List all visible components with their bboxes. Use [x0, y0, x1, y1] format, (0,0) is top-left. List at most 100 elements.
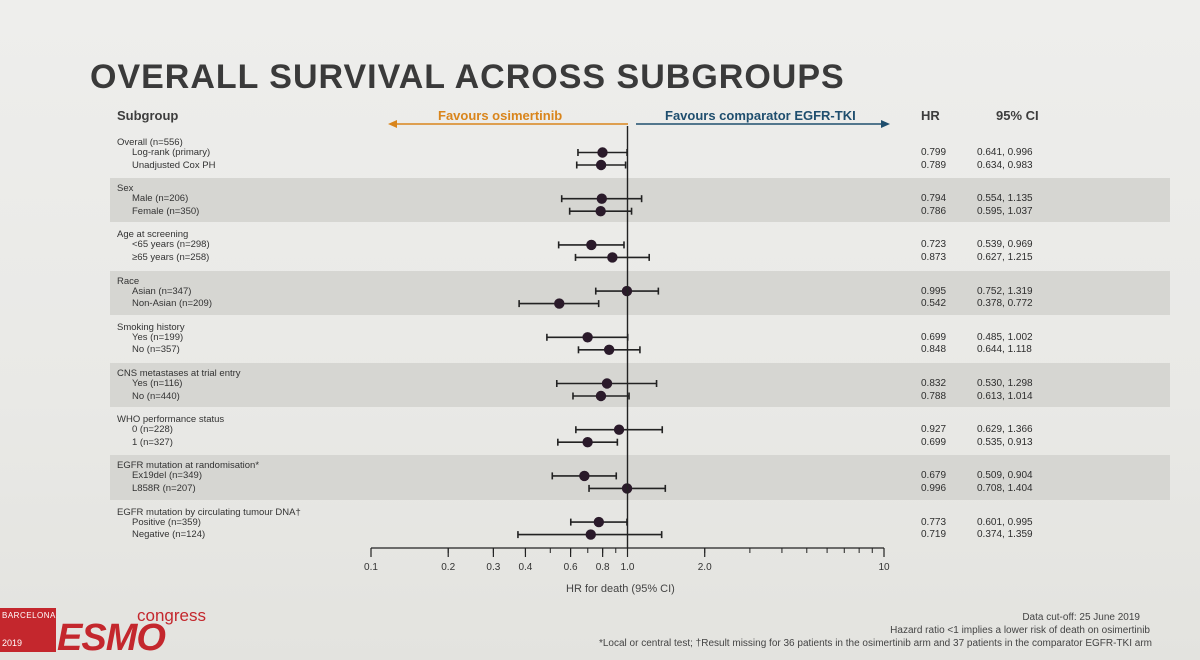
group-label: WHO performance status [117, 414, 225, 426]
subgroup-label: Log-rank (primary) [132, 147, 211, 158]
shaded-band [110, 363, 1170, 408]
footnote-hazard-ratio: Hazard ratio <1 implies a lower risk of … [890, 625, 1150, 636]
subgroup-label: Yes (n=116) [132, 378, 183, 389]
hr-point [579, 470, 590, 482]
subgroup-label: <65 years (n=298) [132, 239, 210, 251]
hr-value: 0.699 [921, 436, 947, 448]
x-tick-label: 1.0 [621, 562, 635, 573]
ci-value: 0.485, 1.002 [977, 331, 1033, 343]
congress-logo-word: congress [137, 606, 206, 625]
x-tick-label: 0.4 [518, 562, 532, 573]
group-label: Age at screening [117, 229, 189, 241]
hr-value: 0.789 [921, 159, 947, 171]
ci-value: 0.535, 0.913 [977, 436, 1033, 448]
subgroup-label: No (n=440) [132, 390, 180, 402]
hr-value: 0.699 [921, 331, 947, 343]
subgroup-header: Subgroup [117, 108, 179, 123]
hr-point [601, 378, 613, 389]
subgroup-label: Non-Asian (n=209) [132, 298, 213, 310]
hr-value: 0.719 [921, 529, 947, 541]
ci-value: 0.708, 1.404 [977, 482, 1033, 494]
x-tick-label: 2.0 [698, 562, 712, 573]
hr-value: 0.848 [921, 344, 947, 356]
hr-point [585, 529, 596, 540]
group-label: Sex [117, 183, 134, 195]
esmo-logo: ESMO [57, 617, 166, 659]
subgroup-label: Yes (n=199) [132, 331, 184, 343]
hr-value: 0.794 [921, 193, 947, 205]
footnote-missing: *Local or central test; †Result missing … [598, 638, 1152, 649]
subgroup-label: Positive (n=359) [132, 516, 201, 528]
hr-point [554, 298, 565, 309]
ci-header: 95% CI [996, 108, 1039, 123]
x-axis-title: HR for death (95% CI) [566, 583, 675, 595]
hr-point [595, 390, 607, 402]
hr-value: 0.723 [921, 239, 947, 251]
subgroup-label: L858R (n=207) [132, 482, 196, 494]
hr-value: 0.873 [921, 251, 947, 263]
subgroup-label: 1 (n=327) [132, 436, 173, 448]
hr-value: 0.786 [921, 205, 947, 217]
slide-title: OVERALL SURVIVAL ACROSS SUBGROUPS [90, 58, 845, 96]
x-tick-label: 10 [878, 562, 890, 573]
hr-value: 0.996 [921, 482, 947, 494]
ci-value: 0.613, 1.014 [977, 390, 1033, 402]
hr-point [582, 437, 593, 448]
shaded-band [110, 455, 1170, 500]
group-label: Race [117, 275, 140, 287]
group-label: EGFR mutation at randomisation* [117, 460, 260, 472]
x-tick-label: 0.2 [441, 562, 455, 573]
subgroup-label: Unadjusted Cox PH [132, 159, 216, 171]
favours-left-arrowhead [388, 120, 397, 128]
subgroup-label: 0 (n=228) [132, 424, 173, 436]
hr-value: 0.927 [921, 424, 947, 436]
x-tick-label: 0.3 [486, 562, 500, 573]
hr-point [607, 252, 618, 263]
hr-point [593, 516, 605, 528]
subgroup-label: Male (n=206) [132, 193, 189, 205]
hr-point [596, 193, 608, 204]
subgroup-label: ≥65 years (n=258) [132, 251, 210, 263]
hr-value: 0.799 [921, 147, 947, 158]
subgroup-label: Ex19del (n=349) [132, 470, 202, 482]
ci-value: 0.554, 1.135 [977, 193, 1033, 205]
ci-value: 0.634, 0.983 [977, 159, 1033, 171]
ci-value: 0.595, 1.037 [977, 205, 1033, 217]
ci-value: 0.539, 0.969 [977, 239, 1033, 251]
ci-value: 0.627, 1.215 [977, 251, 1033, 263]
hr-value: 0.542 [921, 298, 947, 310]
hr-point [586, 239, 597, 251]
hr-value: 0.995 [921, 285, 947, 297]
ci-value: 0.509, 0.904 [977, 470, 1033, 482]
hr-point [582, 332, 593, 343]
ci-value: 0.644, 1.118 [977, 344, 1032, 356]
x-tick-label: 0.8 [596, 562, 610, 573]
group-label: EGFR mutation by circulating tumour DNA† [117, 506, 301, 518]
shaded-band [110, 178, 1170, 223]
group-label: Smoking history [117, 321, 185, 333]
hr-header: HR [921, 108, 940, 123]
x-tick-label: 0.1 [364, 562, 378, 573]
hr-value: 0.832 [921, 378, 947, 389]
ci-value: 0.374, 1.359 [977, 529, 1033, 541]
hr-point [597, 147, 608, 158]
subgroup-label: Female (n=350) [132, 205, 200, 217]
hr-value: 0.773 [921, 516, 947, 528]
ci-value: 0.752, 1.319 [977, 285, 1033, 297]
logo-year: 2019 [2, 638, 23, 648]
hr-point [595, 206, 606, 217]
shaded-band [110, 270, 1170, 315]
favours-comparator-label: Favours comparator EGFR-TKI [665, 108, 856, 123]
subgroup-label: No (n=357) [132, 344, 180, 356]
group-label: CNS metastases at trial entry [117, 368, 241, 379]
hr-point [603, 344, 615, 355]
hr-point [595, 159, 607, 171]
subgroup-label: Negative (n=124) [132, 529, 206, 541]
hr-value: 0.788 [921, 390, 947, 402]
ci-value: 0.601, 0.995 [977, 516, 1033, 528]
group-label: Overall (n=556) [117, 137, 183, 148]
ci-value: 0.378, 0.772 [977, 298, 1033, 310]
x-tick-label: 0.6 [564, 562, 578, 573]
